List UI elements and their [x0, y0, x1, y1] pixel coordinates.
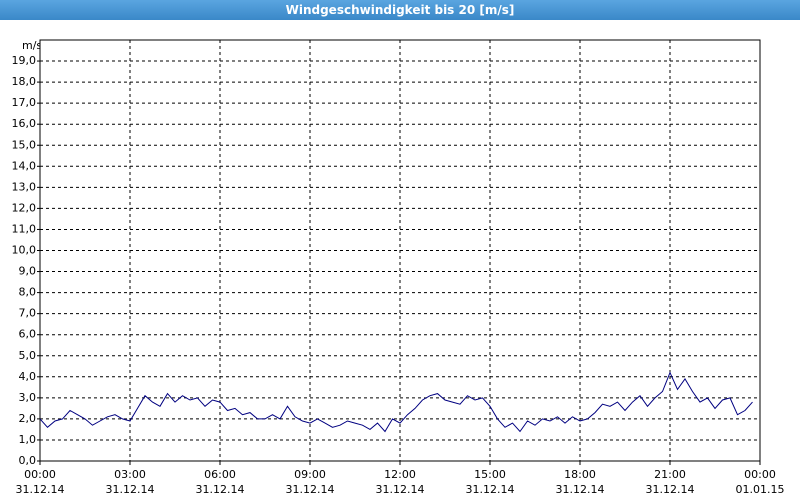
y-tick-label: 18,0: [12, 75, 37, 88]
y-tick-label: 11,0: [12, 222, 37, 235]
x-tick-date: 31.12.14: [556, 483, 605, 496]
x-tick-date: 31.12.14: [16, 483, 65, 496]
y-tick-label: 2,0: [19, 412, 37, 425]
y-tick-label: 6,0: [19, 328, 37, 341]
y-tick-label: 17,0: [12, 96, 37, 109]
y-tick-label: 4,0: [19, 370, 37, 383]
y-tick-label: 0,0: [19, 454, 37, 467]
x-tick-date: 31.12.14: [466, 483, 515, 496]
x-tick-label: 18:00: [564, 468, 596, 481]
x-tick-date: 01.01.15: [736, 483, 785, 496]
y-tick-label: 19,0: [12, 54, 37, 67]
y-tick-label: 16,0: [12, 117, 37, 130]
y-tick-label: 7,0: [19, 307, 37, 320]
y-tick-label: 10,0: [12, 244, 37, 257]
x-tick-date: 31.12.14: [106, 483, 155, 496]
y-axis-label: m/s: [22, 39, 42, 52]
x-tick-date: 31.12.14: [646, 483, 695, 496]
x-tick-label: 12:00: [384, 468, 416, 481]
y-tick-label: 5,0: [19, 349, 37, 362]
y-tick-label: 1,0: [19, 433, 37, 446]
y-tick-label: 8,0: [19, 286, 37, 299]
plot-border: [39, 39, 761, 462]
x-tick-label: 06:00: [204, 468, 236, 481]
x-tick-label: 09:00: [294, 468, 326, 481]
x-tick-date: 31.12.14: [196, 483, 245, 496]
title-bar: Windgeschwindigkeit bis 20 [m/s]: [0, 0, 800, 20]
y-tick-label: 3,0: [19, 391, 37, 404]
x-tick-label: 00:00: [744, 468, 776, 481]
y-tick-label: 12,0: [12, 201, 37, 214]
x-tick-label: 21:00: [654, 468, 686, 481]
x-tick-label: 15:00: [474, 468, 506, 481]
y-tick-label: 13,0: [12, 180, 37, 193]
data-line: [39, 371, 753, 433]
y-tick-label: 9,0: [19, 265, 37, 278]
x-tick-label: 03:00: [114, 468, 146, 481]
x-tick-date: 31.12.14: [286, 483, 335, 496]
y-tick-label: 14,0: [12, 159, 37, 172]
y-tick-label: 15,0: [12, 138, 37, 151]
x-tick-label: 00:00: [24, 468, 56, 481]
x-tick-date: 31.12.14: [376, 483, 425, 496]
